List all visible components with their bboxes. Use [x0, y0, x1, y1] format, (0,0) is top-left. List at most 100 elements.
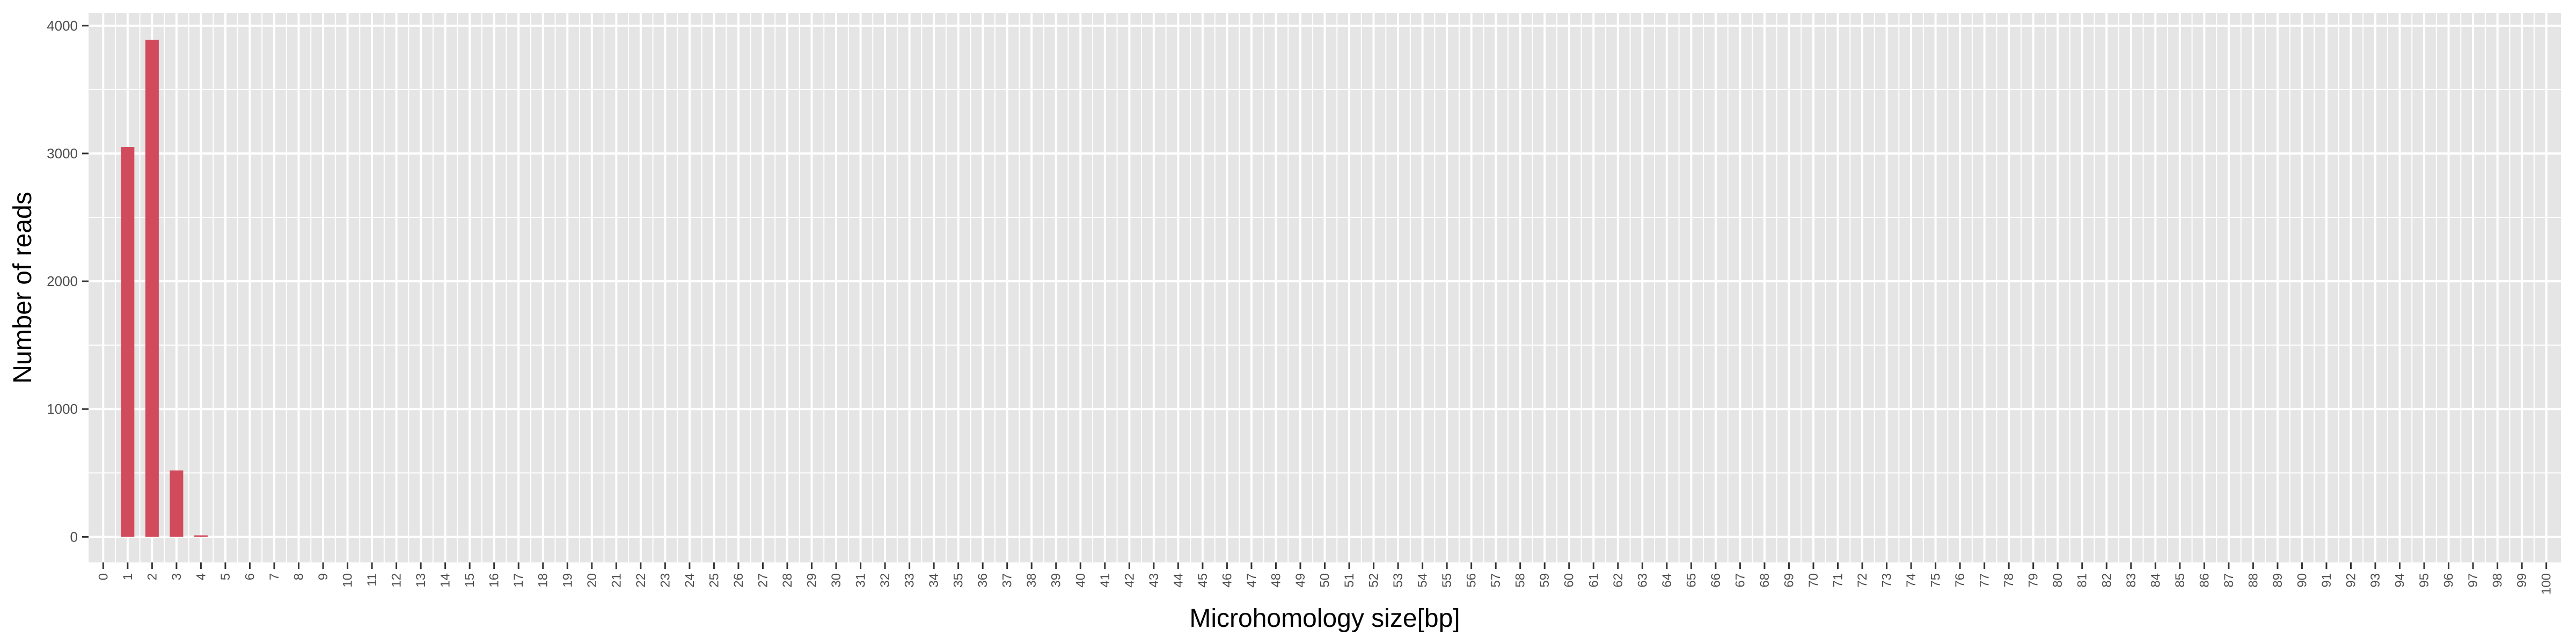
x-tick-label: 59 — [1538, 573, 1552, 588]
x-tick-label: 43 — [1147, 573, 1161, 588]
x-tick-label: 14 — [438, 573, 453, 588]
x-tick-label: 30 — [829, 573, 844, 588]
y-tick-label: 0 — [70, 529, 78, 545]
x-tick-label: 87 — [2222, 573, 2236, 588]
x-tick-label: 36 — [976, 573, 990, 588]
x-tick-label: 74 — [1904, 573, 1919, 588]
x-tick-label: 4 — [194, 573, 208, 580]
x-tick-label: 67 — [1733, 573, 1747, 588]
x-tick-label: 29 — [805, 573, 819, 588]
x-tick-label: 18 — [536, 573, 551, 588]
x-tick-label: 72 — [1855, 573, 1870, 588]
y-tick-label: 1000 — [47, 401, 78, 417]
x-tick-label: 62 — [1611, 573, 1626, 588]
y-tick-label: 3000 — [47, 145, 78, 162]
y-axis-title: Number of reads — [9, 192, 37, 384]
y-axis-ticks: 0 1000 2000 3000 4000 — [47, 18, 89, 545]
x-tick-label: 75 — [1929, 573, 1943, 588]
x-tick-label: 23 — [658, 573, 672, 588]
x-tick-label: 83 — [2124, 573, 2139, 588]
x-tick-label: 99 — [2515, 573, 2529, 588]
x-axis-title: Microhomology size[bp] — [1189, 604, 1460, 633]
x-tick-label: 98 — [2491, 573, 2505, 588]
x-tick-label: 95 — [2417, 573, 2432, 588]
x-tick-label: 88 — [2246, 573, 2260, 588]
x-tick-label: 15 — [463, 573, 477, 588]
x-tick-label: 91 — [2319, 573, 2334, 588]
y-tick-label: 2000 — [47, 273, 78, 289]
x-tick-label: 57 — [1489, 573, 1503, 588]
bar — [145, 40, 159, 537]
x-tick-label: 80 — [2051, 573, 2065, 588]
bar — [194, 535, 208, 537]
x-tick-label: 24 — [683, 573, 697, 588]
x-tick-label: 71 — [1831, 573, 1845, 588]
x-tick-label: 86 — [2197, 573, 2212, 588]
x-tick-label: 35 — [952, 573, 966, 588]
x-tick-label: 50 — [1318, 573, 1333, 588]
x-tick-label: 70 — [1806, 573, 1821, 588]
x-tick-label: 49 — [1293, 573, 1308, 588]
x-tick-label: 13 — [414, 573, 428, 588]
y-tick-label: 4000 — [47, 18, 78, 34]
x-tick-label: 48 — [1269, 573, 1283, 588]
x-tick-label: 100 — [2540, 573, 2554, 595]
x-tick-label: 21 — [609, 573, 624, 588]
x-tick-label: 26 — [731, 573, 746, 588]
x-tick-label: 27 — [756, 573, 770, 588]
x-tick-label: 28 — [780, 573, 795, 588]
x-tick-label: 12 — [390, 573, 404, 588]
x-tick-label: 25 — [707, 573, 721, 588]
x-tick-label: 90 — [2295, 573, 2309, 588]
x-tick-label: 7 — [267, 573, 282, 580]
minor-gridlines — [89, 13, 2561, 562]
x-tick-label: 47 — [1245, 573, 1259, 588]
x-tick-label: 85 — [2173, 573, 2187, 588]
x-tick-label: 60 — [1562, 573, 1577, 588]
x-tick-label: 17 — [511, 573, 526, 588]
x-tick-label: 55 — [1440, 573, 1454, 588]
x-tick-label: 44 — [1171, 573, 1185, 588]
x-tick-label: 8 — [292, 573, 306, 580]
x-tick-label: 0 — [96, 573, 111, 580]
x-tick-label: 66 — [1709, 573, 1723, 588]
x-tick-label: 73 — [1880, 573, 1894, 588]
x-tick-label: 89 — [2271, 573, 2285, 588]
x-tick-label: 78 — [2002, 573, 2016, 588]
x-tick-label: 1 — [121, 573, 135, 580]
x-tick-label: 94 — [2393, 573, 2407, 588]
x-tick-label: 46 — [1220, 573, 1234, 588]
x-tick-label: 96 — [2442, 573, 2456, 588]
x-tick-label: 32 — [878, 573, 892, 588]
x-tick-label: 82 — [2099, 573, 2114, 588]
x-tick-label: 38 — [1024, 573, 1039, 588]
x-tick-label: 77 — [1978, 573, 1992, 588]
x-tick-label: 39 — [1049, 573, 1064, 588]
x-tick-label: 5 — [218, 573, 233, 580]
x-tick-label: 63 — [1635, 573, 1650, 588]
x-tick-label: 22 — [634, 573, 648, 588]
x-tick-label: 76 — [1953, 573, 1967, 588]
x-tick-label: 58 — [1513, 573, 1528, 588]
x-tick-label: 2 — [145, 573, 159, 580]
x-tick-label: 33 — [903, 573, 917, 588]
x-tick-label: 41 — [1098, 573, 1113, 588]
bar — [121, 147, 135, 537]
x-axis-ticks: 0 1 2 3 4 5 6 7 8 9 10 11 12 13 14 15 16 17 18 19 20 21 22 23 24… — [96, 562, 2554, 595]
x-tick-label: 81 — [2075, 573, 2090, 588]
major-gridlines — [89, 13, 2561, 562]
x-tick-label: 61 — [1586, 573, 1601, 588]
x-tick-label: 6 — [243, 573, 257, 580]
bars — [121, 40, 208, 537]
x-tick-label: 10 — [341, 573, 355, 588]
x-tick-label: 92 — [2344, 573, 2358, 588]
x-tick-label: 45 — [1196, 573, 1210, 588]
x-tick-label: 11 — [365, 573, 379, 587]
x-tick-label: 64 — [1660, 573, 1674, 588]
x-tick-label: 3 — [170, 573, 184, 580]
x-tick-label: 68 — [1758, 573, 1772, 588]
x-tick-label: 97 — [2466, 573, 2480, 588]
x-tick-label: 54 — [1416, 573, 1430, 588]
x-tick-label: 53 — [1391, 573, 1406, 588]
